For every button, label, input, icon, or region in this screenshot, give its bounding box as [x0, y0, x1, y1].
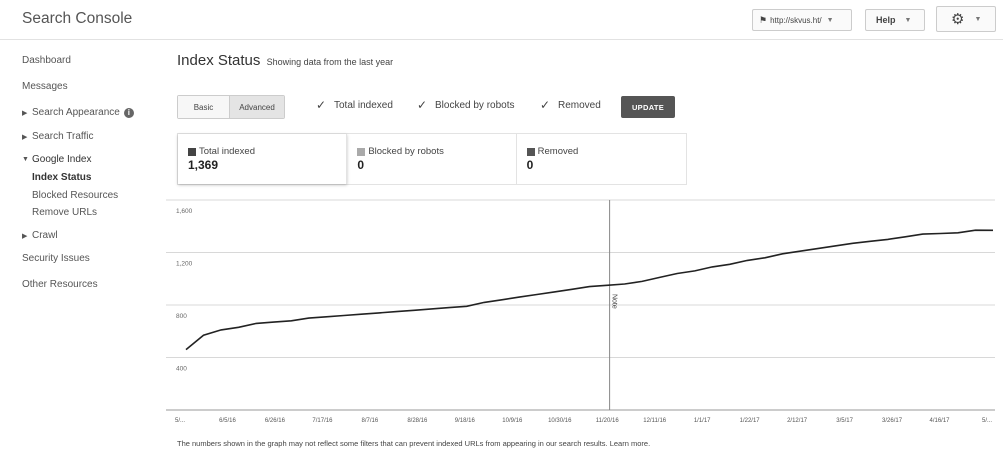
sidebar-item-label: Crawl: [32, 230, 58, 241]
sidebar-item-dashboard[interactable]: Dashboard: [22, 55, 71, 66]
page-title: Index Status Showing data from the last …: [177, 52, 393, 69]
x-tick-label: 6/5/16: [219, 418, 236, 424]
caret-right-icon: ▶: [22, 109, 28, 117]
checkbox-label: Removed: [558, 99, 601, 111]
basic-view-button[interactable]: Basic: [178, 96, 230, 118]
sidebar-item-crawl[interactable]: ▶ Crawl: [22, 230, 58, 241]
metric-total-indexed[interactable]: Total indexed 1,369: [178, 134, 348, 184]
metric-value: 0: [357, 158, 365, 172]
x-tick-label: 2/12/17: [787, 418, 808, 424]
checkmark-icon: ✓: [417, 98, 428, 112]
legend-swatch: [188, 147, 196, 156]
site-favicon-icon: ⚑: [759, 14, 768, 25]
checkbox-label: Total indexed: [334, 99, 393, 111]
settings-button[interactable]: ⚙ ▼: [936, 6, 996, 32]
x-tick-label: 3/26/17: [882, 418, 903, 424]
chart-footnote: The numbers shown in the graph may not r…: [177, 439, 651, 448]
sidebar-item-label: Other Resources: [22, 279, 98, 290]
series-line-total-indexed: [185, 229, 994, 351]
x-tick-label: 8/7/16: [362, 418, 379, 424]
y-tick-label: 800: [176, 313, 187, 320]
advanced-view-button[interactable]: Advanced: [230, 96, 284, 118]
sidebar-subitem-blocked-resources[interactable]: Blocked Resources: [32, 190, 119, 201]
metric-label-row: Total indexed: [188, 146, 346, 157]
app-title[interactable]: Search Console: [22, 10, 133, 27]
sidebar-item-search-traffic[interactable]: ▶ Search Traffic: [22, 131, 94, 142]
caret-right-icon: ▶: [22, 232, 28, 240]
annotation-label: Note: [611, 294, 618, 309]
chevron-down-icon: ▼: [974, 15, 982, 23]
x-tick-label: 3/5/17: [836, 418, 853, 424]
view-toggle: Basic Advanced: [177, 95, 285, 119]
x-tick-label: 9/18/16: [455, 418, 476, 424]
update-button[interactable]: UPDATE: [621, 96, 675, 118]
metric-label: Total indexed: [199, 146, 255, 157]
y-tick-label: 1,600: [176, 208, 193, 215]
y-tick-label: 1,200: [176, 261, 193, 268]
sidebar-subitem-index-status[interactable]: Index Status: [32, 172, 92, 183]
caret-down-icon: ▼: [22, 156, 29, 163]
legend-swatch: [526, 147, 535, 156]
chart-svg: 1,600 1,200 800 400 5/... 6/5/16 6/26/16 7/17/1…: [166, 199, 995, 424]
chevron-down-icon: ▼: [826, 16, 834, 24]
metric-value: 1,369: [188, 158, 219, 172]
sidebar: Dashboard Messages ▶ Search Appearance i…: [0, 41, 160, 453]
sidebar-item-other-resources[interactable]: Other Resources: [22, 279, 98, 290]
x-tick-label: 5/...: [175, 418, 185, 424]
metric-value: 0: [526, 158, 534, 172]
help-label: Help: [876, 15, 896, 25]
x-tick-label: 8/28/16: [407, 418, 428, 424]
metric-summary: Total indexed 1,369 Blocked by robots 0 …: [177, 133, 687, 185]
metric-label: Blocked by robots: [368, 146, 444, 157]
y-tick-label: 400: [176, 366, 187, 373]
metric-blocked-by-robots[interactable]: Blocked by robots 0: [347, 134, 517, 184]
info-icon[interactable]: i: [123, 107, 134, 118]
sidebar-item-google-index[interactable]: ▼ Google Index: [22, 154, 92, 165]
checkmark-icon: ✓: [540, 98, 551, 112]
x-tick-label: 1/1/17: [694, 418, 711, 424]
top-header: Search Console ⚑ http://skvus.ht/ ▼ Help…: [0, 0, 1003, 40]
checkmark-icon: ✓: [316, 98, 327, 112]
page-subtitle: Showing data from the last year: [266, 57, 394, 67]
sidebar-item-messages[interactable]: Messages: [22, 81, 68, 92]
site-selector[interactable]: ⚑ http://skvus.ht/ ▼: [752, 9, 852, 31]
checkbox-label: Blocked by robots: [435, 99, 515, 111]
legend-swatch: [357, 147, 366, 156]
metric-label-row: Removed: [526, 146, 686, 157]
x-tick-label: 1/22/17: [740, 418, 761, 424]
site-selector-label: http://skvus.ht/: [770, 15, 822, 25]
metric-label: Removed: [537, 146, 579, 157]
x-tick-label: 10/30/16: [548, 418, 572, 424]
index-status-chart: 1,600 1,200 800 400 5/... 6/5/16 6/26/16 7/17/1…: [160, 190, 1003, 435]
sidebar-item-label: Search Traffic: [32, 131, 94, 142]
checkbox-removed[interactable]: ✓ Removed: [540, 99, 601, 111]
checkbox-total-indexed[interactable]: ✓ Total indexed: [316, 99, 393, 111]
checkbox-blocked-by-robots[interactable]: ✓ Blocked by robots: [417, 99, 515, 111]
sidebar-item-label: Google Index: [32, 154, 92, 165]
sidebar-item-label: Search Appearance: [32, 107, 120, 118]
sidebar-subitem-remove-urls[interactable]: Remove URLs: [32, 207, 98, 218]
metric-removed[interactable]: Removed 0: [517, 134, 686, 184]
help-button[interactable]: Help ▼: [865, 9, 925, 31]
sidebar-item-search-appearance[interactable]: ▶ Search Appearance i: [22, 107, 134, 118]
chevron-down-icon: ▼: [904, 16, 912, 24]
sidebar-item-label: Dashboard: [22, 55, 71, 66]
x-tick-label: 4/16/17: [930, 418, 951, 424]
sidebar-item-label: Security Issues: [22, 253, 90, 264]
sidebar-item-label: Messages: [22, 81, 68, 92]
x-tick-label: 6/26/16: [265, 418, 286, 424]
caret-right-icon: ▶: [22, 133, 28, 141]
x-tick-label: 12/11/16: [643, 418, 667, 424]
gear-icon: ⚙: [951, 10, 965, 28]
page-title-text: Index Status: [177, 52, 261, 69]
x-tick-label: 5/...: [982, 418, 992, 424]
x-tick-label: 10/9/16: [502, 418, 523, 424]
metric-label-row: Blocked by robots: [357, 146, 515, 157]
x-tick-label: 7/17/16: [312, 418, 333, 424]
sidebar-item-security-issues[interactable]: Security Issues: [22, 253, 90, 264]
x-tick-label: 11/20/16: [596, 418, 620, 424]
